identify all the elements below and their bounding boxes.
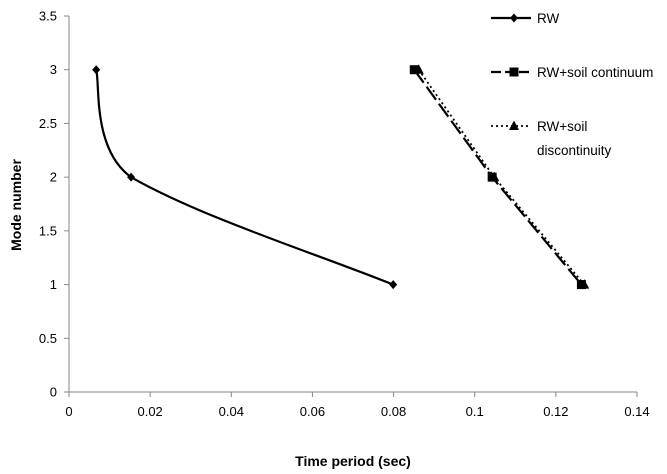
x-tick-label: 0.02 <box>137 404 162 419</box>
x-tick-label: 0.14 <box>624 404 649 419</box>
legend-label: discontinuity <box>537 143 612 158</box>
legend-triangle-marker <box>509 120 519 130</box>
y-tick-label: 0.5 <box>39 331 57 346</box>
y-axis: 0 0.5 1 1.5 2 2.5 3 3.5 <box>39 9 70 400</box>
series-line <box>413 69 583 286</box>
legend-diamond-marker <box>510 13 518 23</box>
y-tick-label: 3.5 <box>39 9 57 24</box>
series-line <box>95 69 394 286</box>
diamond-marker <box>92 65 101 75</box>
x-tick-label: 0.08 <box>381 404 406 419</box>
x-axis: 0 0.02 0.04 0.06 0.08 0.1 0.12 0.14 <box>65 391 650 419</box>
legend-label: RW+soil continuum <box>537 65 653 80</box>
triangle-marker <box>413 64 424 74</box>
series-line <box>417 69 585 286</box>
series-3 <box>413 64 590 289</box>
x-tick-label: 0.04 <box>219 404 244 419</box>
y-tick-label: 1 <box>50 277 57 292</box>
legend: RW RW+soil continuum RW+soil discontinuity <box>491 11 653 158</box>
diamond-marker <box>389 280 398 290</box>
triangle-marker <box>489 171 500 182</box>
x-tick-label: 0.1 <box>466 404 484 419</box>
legend-label: RW+soil <box>537 119 587 134</box>
legend-item-2: RW+soil continuum <box>491 65 653 80</box>
x-tick-label: 0 <box>65 404 72 419</box>
legend-label: RW <box>537 11 560 26</box>
y-axis-title: Mode number <box>8 159 24 251</box>
x-axis-title: Time period (sec) <box>295 453 411 469</box>
legend-item-3: RW+soil discontinuity <box>491 119 612 158</box>
x-tick-label: 0.06 <box>300 404 325 419</box>
y-tick-label: 0 <box>50 385 57 400</box>
x-tick-label: 0.12 <box>543 404 568 419</box>
legend-square-marker <box>509 67 519 77</box>
legend-item-1: RW <box>491 11 560 26</box>
y-tick-label: 3 <box>50 62 57 77</box>
y-tick-label: 2.5 <box>39 116 57 131</box>
series-1 <box>92 65 398 290</box>
triangle-marker <box>579 279 590 289</box>
diamond-marker <box>127 172 136 182</box>
y-tick-label: 2 <box>50 170 57 185</box>
y-tick-label: 1.5 <box>39 223 57 238</box>
square-marker <box>409 65 419 75</box>
series-layer <box>92 64 590 290</box>
series-2 <box>409 65 586 290</box>
